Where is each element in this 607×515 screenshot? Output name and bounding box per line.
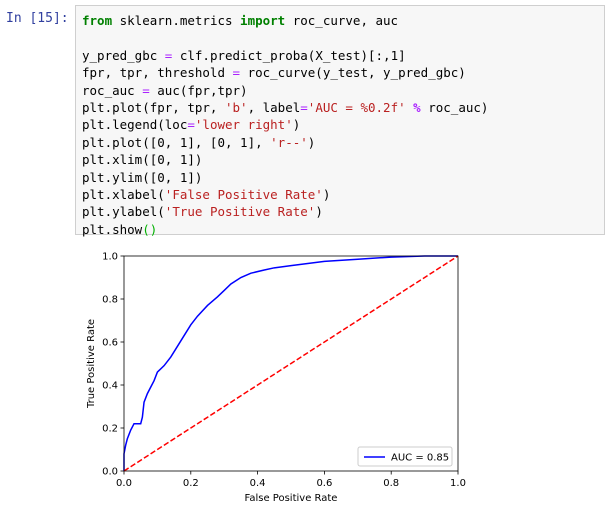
x-tick-label: 0.6 [316,478,332,489]
axes-frame [123,255,459,472]
y-tick-label: 0.4 [102,381,118,392]
y-tick-label: 1.0 [102,252,118,263]
code-token: 'b' [225,99,248,115]
legend-box [357,446,453,467]
code-token: () [142,221,158,237]
x-tick-label: 0.8 [383,478,399,489]
series-line [123,255,458,471]
code-token: from [82,13,113,28]
code-token: roc_curve, auc [285,13,399,28]
code-cell[interactable]: from sklearn.metrics import roc_curve, a… [75,5,605,238]
code-line: plt.show() [82,221,604,238]
y-tick-label: 0.6 [102,338,118,349]
code-token: sklearn.metrics [112,13,241,28]
y-tick-label: 0.2 [102,424,118,435]
code-token: roc_auc) [420,99,489,115]
code-token: 'r--' [270,134,308,150]
code-line: plt.legend(loc='lower right') [82,116,604,133]
code-token: = [300,99,308,115]
code-token: roc_curve(y_test, y_pred_gbc) [240,65,466,81]
code-token: 'AUC = %0.2f' [307,99,406,115]
y-tick-label: 0.0 [102,467,118,478]
x-tick-label: 1.0 [450,478,466,489]
code-token: fpr, tpr, threshold [82,65,233,81]
code-token: 'lower right' [194,117,293,133]
code-token: 'True Positive Rate' [164,204,316,220]
code-line: roc_auc = auc(fpr,tpr) [82,82,604,99]
code-token: 'False Positive Rate' [164,186,323,202]
code-token: plt.show [82,221,143,237]
x-tick-label: 0.0 [116,478,132,489]
code-token: = [164,47,173,63]
legend-label: AUC = 0.85 [391,453,449,464]
input-prompt: In [15]: [6,11,69,26]
code-token: ) [292,117,301,133]
code-line [82,29,604,46]
code-token: = [142,82,150,98]
code-token: plt.xlim([0, 1]) [82,152,203,168]
code-token: plt.xlabel( [82,186,165,202]
code-token: ) [307,134,316,150]
code-token: plt.plot(fpr, tpr, [82,99,225,115]
code-token: ) [322,186,331,202]
x-tick-label: 0.2 [183,478,199,489]
code-token: y_pred_gbc [82,47,165,63]
code-line: plt.xlim([0, 1]) [82,151,604,168]
code-token: clf.predict_proba(X_test)[:,1] [172,47,406,63]
series-line [123,255,459,472]
code-token: plt.legend(loc [82,117,188,133]
code-line: plt.plot(fpr, tpr, 'b', label='AUC = %0.… [82,99,604,116]
code-token: ) [315,204,323,220]
code-token: import [240,13,286,28]
code-line: y_pred_gbc = clf.predict_proba(X_test)[:… [82,47,604,64]
y-tick-label: 0.8 [102,295,118,306]
x-axis-label: False Positive Rate [245,493,338,504]
code-line: plt.plot([0, 1], [0, 1], 'r--') [82,134,604,151]
code-token: plt.plot([0, 1], [0, 1], [82,134,271,150]
code-token: auc(fpr,tpr) [149,82,248,98]
code-line: plt.xlabel('False Positive Rate') [82,186,604,203]
code-line: fpr, tpr, threshold = roc_curve(y_test, … [82,64,604,81]
code-token: = [232,65,241,81]
code-line: from sklearn.metrics import roc_curve, a… [82,12,604,29]
code-token: plt.ylim([0, 1]) [82,169,203,185]
code-token: roc_auc [82,82,143,98]
y-axis-label: True Positive Rate [86,319,97,409]
code-token: , label [247,99,301,115]
code-line: plt.ylabel('True Positive Rate') [82,203,604,220]
code-token: % [413,99,421,115]
code-token: plt.ylabel( [82,204,165,220]
code-line: plt.ylim([0, 1]) [82,169,604,186]
code-token: = [187,117,195,133]
x-tick-label: 0.4 [250,478,266,489]
